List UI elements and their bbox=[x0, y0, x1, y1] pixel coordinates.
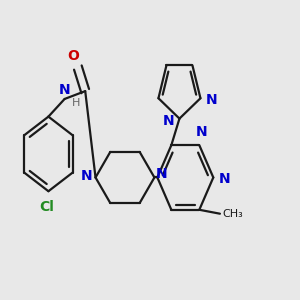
Text: N: N bbox=[59, 83, 70, 97]
Text: H: H bbox=[72, 98, 80, 108]
Text: Cl: Cl bbox=[40, 200, 54, 214]
Text: N: N bbox=[219, 172, 231, 186]
Text: N: N bbox=[163, 114, 174, 128]
Text: O: O bbox=[68, 49, 80, 63]
Text: N: N bbox=[196, 125, 208, 139]
Text: N: N bbox=[206, 93, 218, 107]
Text: N: N bbox=[156, 167, 167, 181]
Text: CH₃: CH₃ bbox=[222, 209, 243, 219]
Text: N: N bbox=[81, 169, 93, 182]
